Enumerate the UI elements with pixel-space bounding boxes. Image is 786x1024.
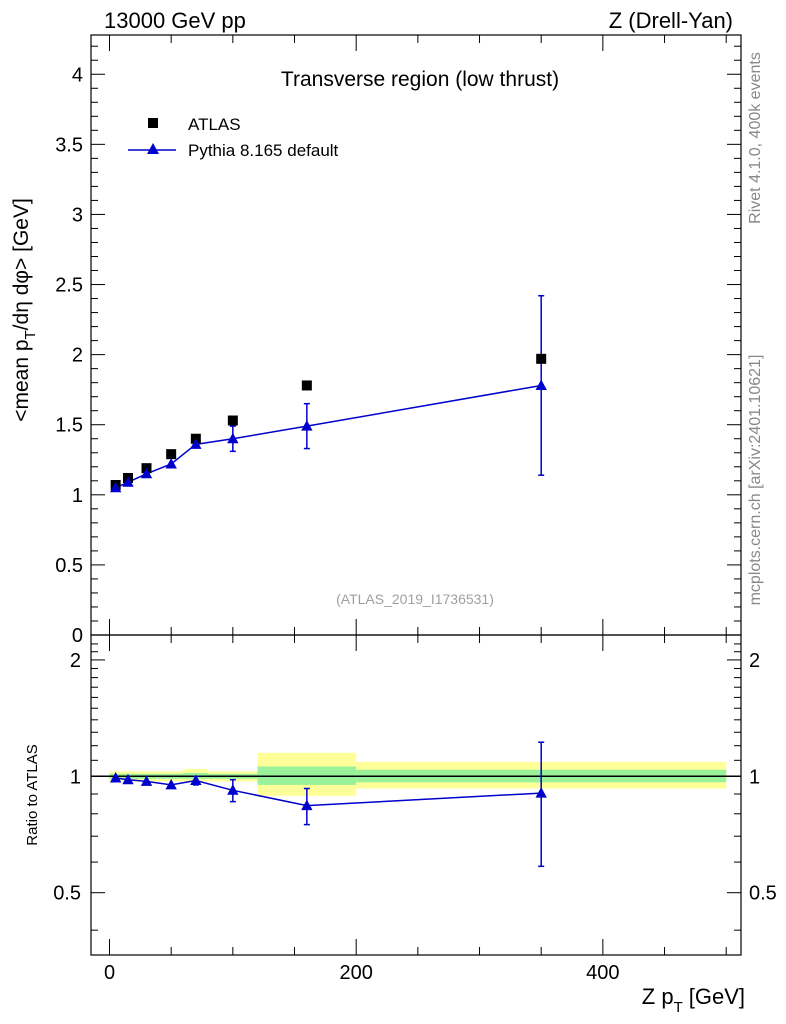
main-y-tick-label: 2.5 — [55, 275, 83, 297]
ratio-x-ticks: 0 200 400 — [104, 635, 727, 984]
ratio-data-point — [301, 799, 313, 811]
main-y-ticks: 0 0.5 1 1.5 2 2.5 3 3.5 4 — [55, 45, 741, 647]
legend: ATLAS Pythia 8.165 default — [128, 115, 339, 160]
main-y-tick-label: 2 — [72, 345, 83, 367]
header-right: Z (Drell-Yan) — [609, 8, 733, 33]
ratio-data-point — [227, 784, 239, 795]
pythia-data-point — [301, 420, 313, 431]
ratio-y-tick-label-right: 1 — [749, 766, 760, 788]
main-y-axis-label: <mean pT/dη dφ> [GeV] — [10, 198, 39, 422]
mcplots-credit-label: mcplots.cern.ch [arXiv:2401.10621] — [747, 355, 764, 606]
ratio-y-tick-label-right: 2 — [749, 650, 760, 672]
ratio-x-tick-label: 200 — [339, 962, 372, 984]
ratio-y-tick-label-right: 0.5 — [749, 883, 777, 905]
rivet-version-label: Rivet 4.1.0, 400k events — [747, 52, 764, 224]
main-y-tick-label: 1.5 — [55, 415, 83, 437]
pythia-line — [115, 384, 542, 489]
ratio-data-point — [190, 774, 202, 786]
ratio-series — [109, 741, 547, 868]
main-x-ticks — [109, 35, 727, 635]
ratio-data-point — [165, 778, 177, 790]
pythia-data-point — [535, 379, 547, 390]
pythia-data-point — [122, 476, 134, 487]
ratio-data-point — [122, 773, 134, 785]
pythia-data-point — [227, 432, 239, 444]
ratio-x-tick-label: 400 — [586, 962, 619, 984]
ratio-y-tick-label: 2 — [70, 650, 81, 672]
atlas-data-point — [227, 415, 238, 426]
pythia-data-point — [165, 457, 177, 469]
main-y-tick-label: 4 — [72, 64, 83, 86]
main-y-tick-label: 1 — [72, 485, 83, 507]
ratio-y-tick-label: 1 — [70, 766, 81, 788]
pythia-data-point — [109, 481, 122, 493]
main-y-tick-label: 3 — [72, 204, 83, 226]
atlas-data-point — [536, 353, 547, 364]
header-left: 13000 GeV pp — [104, 8, 246, 33]
ratio-y-tick-label: 0.5 — [53, 883, 81, 905]
legend-pythia-label: Pythia 8.165 default — [188, 141, 339, 160]
ratio-x-tick-label: 0 — [104, 962, 115, 984]
ratio-data-point — [109, 771, 122, 783]
x-axis-label: Z pT [GeV] — [642, 984, 745, 1016]
ratio-reference-bands — [109, 752, 727, 796]
ratio-plot-frame — [90, 634, 742, 956]
atlas-data-point — [166, 449, 177, 460]
main-panel: 0 0.5 1 1.5 2 2.5 3 3.5 4 Transverse region (low… — [10, 34, 742, 647]
main-series — [109, 294, 547, 493]
ratio-data-point — [140, 775, 153, 786]
ratio-y-axis-label: Ratio to ATLAS — [24, 744, 41, 845]
main-y-tick-label: 3.5 — [55, 134, 83, 156]
main-y-tick-label: 0.5 — [55, 555, 83, 577]
analysis-watermark: (ATLAS_2019_I1736531) — [336, 591, 494, 607]
legend-atlas-marker — [148, 118, 158, 128]
ratio-data-point — [535, 787, 547, 798]
legend-atlas-label: ATLAS — [188, 115, 241, 134]
atlas-data-point — [301, 380, 312, 391]
pythia-data-point — [140, 467, 153, 479]
ratio-y-ticks: 0.5 0.5 1 1 2 2 — [53, 643, 777, 931]
main-y-tick-label: 0 — [72, 625, 83, 647]
ratio-panel: 0.5 0.5 1 1 2 2 0 200 400 Ratio to ATLAS — [24, 634, 777, 984]
pythia-data-point — [190, 438, 202, 449]
legend-pythia-marker — [147, 143, 159, 154]
main-title: Transverse region (low thrust) — [281, 68, 559, 91]
